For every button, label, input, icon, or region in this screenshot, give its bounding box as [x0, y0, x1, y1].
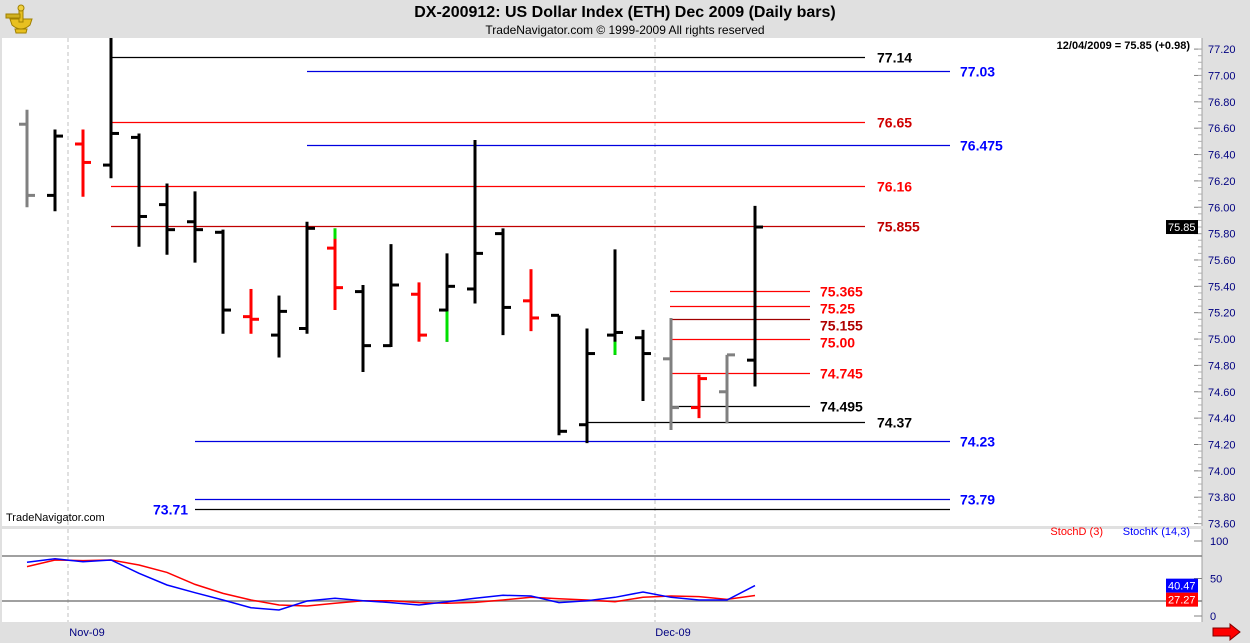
y-tick-label: 74.00 — [1208, 466, 1236, 478]
ohlc-bar — [607, 249, 623, 355]
ohlc-bar — [159, 183, 175, 255]
ohlc-bar — [523, 269, 539, 332]
y-tick-label: 76.20 — [1208, 176, 1236, 188]
y-tick-label: 76.00 — [1208, 202, 1236, 214]
y-tick-label: 74.40 — [1208, 413, 1236, 425]
ohlc-bar — [103, 38, 119, 179]
level-label: 73.71 — [153, 502, 188, 518]
last-price-label: 75.85 — [1168, 222, 1196, 234]
stoch-value-label: 40.47 — [1168, 581, 1196, 593]
y-tick-label: 77.00 — [1208, 70, 1236, 82]
ohlc-bar — [131, 133, 147, 247]
copyright-subtitle: TradeNavigator.com © 1999-2009 All right… — [485, 23, 765, 37]
ohlc-bar — [355, 285, 371, 373]
stochd-line — [26, 559, 756, 607]
ohlc-bar — [551, 313, 567, 436]
ohlc-bar — [747, 205, 763, 387]
y-tick-label: 74.20 — [1208, 439, 1236, 451]
x-tick-dec: Dec-09 — [655, 627, 690, 639]
ohlc-bar — [19, 109, 35, 208]
level-label: 76.475 — [960, 138, 1003, 154]
ohlc-bar — [299, 221, 315, 334]
y-tick-label: 76.80 — [1208, 97, 1236, 109]
ohlc-bar — [187, 191, 203, 263]
level-label: 74.495 — [820, 399, 863, 415]
level-label: 75.00 — [820, 335, 855, 351]
y-tick-label: 74.60 — [1208, 387, 1236, 399]
stoch-y-tick-label: 100 — [1210, 536, 1228, 548]
last-value-readout: 12/04/2009 = 75.85 (+0.98) — [1057, 40, 1191, 52]
sextant-logo — [4, 3, 38, 40]
y-tick-label: 76.60 — [1208, 123, 1236, 135]
y-tick-label: 74.80 — [1208, 360, 1236, 372]
ohlc-bar — [271, 295, 287, 358]
ohlc-bar — [327, 228, 343, 311]
chart-header: DX-200912: US Dollar Index (ETH) Dec 200… — [0, 0, 1250, 38]
y-tick-label: 75.60 — [1208, 255, 1236, 267]
ohlc-bar — [635, 329, 651, 401]
y-tick-label: 73.80 — [1208, 492, 1236, 504]
ohlc-bar — [243, 288, 259, 334]
level-label: 77.14 — [877, 50, 912, 66]
level-label: 76.65 — [877, 115, 912, 131]
level-label: 75.155 — [820, 318, 863, 334]
ohlc-bar — [47, 129, 63, 212]
level-label: 73.79 — [960, 492, 995, 508]
level-label: 74.745 — [820, 366, 863, 382]
price-panel — [2, 38, 1202, 526]
stochastic-panel — [2, 529, 1202, 622]
level-label: 75.25 — [820, 301, 855, 317]
watermark: TradeNavigator.com — [6, 512, 105, 524]
level-label: 75.365 — [820, 284, 863, 300]
ohlc-bar — [691, 374, 707, 419]
ohlc-bar — [579, 328, 595, 444]
arrow-right-icon[interactable] — [1212, 622, 1241, 642]
level-label: 76.16 — [877, 179, 912, 195]
stochk-line — [26, 557, 756, 611]
ohlc-bar — [719, 353, 735, 424]
level-label: 77.03 — [960, 64, 995, 80]
stoch-value-label: 27.27 — [1168, 595, 1196, 607]
legend-stochd: StochD (3) — [1050, 526, 1103, 538]
ohlc-bar — [467, 140, 483, 304]
stoch-y-tick-label: 50 — [1210, 574, 1222, 586]
level-label: 74.37 — [877, 415, 912, 431]
y-tick-label: 75.80 — [1208, 229, 1236, 241]
x-tick-nov: Nov-09 — [69, 627, 104, 639]
ohlc-bar — [383, 244, 399, 348]
chart-title: DX-200912: US Dollar Index (ETH) Dec 200… — [414, 4, 836, 21]
ohlc-bar — [439, 253, 455, 342]
y-tick-label: 76.40 — [1208, 150, 1236, 162]
ohlc-bar — [495, 228, 511, 336]
stoch-value-box — [1166, 578, 1198, 593]
last-price-box — [1166, 220, 1198, 235]
y-tick-label: 75.00 — [1208, 334, 1236, 346]
y-tick-label: 77.20 — [1208, 44, 1236, 56]
ohlc-bar — [75, 129, 91, 197]
stoch-value-box — [1166, 592, 1198, 607]
ohlc-bar — [663, 317, 679, 430]
y-tick-label: 75.20 — [1208, 308, 1236, 320]
legend-stochk: StochK (14,3) — [1123, 526, 1190, 538]
stoch-y-tick-label: 0 — [1210, 611, 1216, 623]
ohlc-bar — [215, 229, 231, 334]
y-tick-label: 75.40 — [1208, 281, 1236, 293]
ohlc-bar — [411, 282, 427, 342]
level-label: 75.855 — [877, 219, 920, 235]
y-tick-label: 73.60 — [1208, 519, 1236, 531]
level-label: 74.23 — [960, 434, 995, 450]
